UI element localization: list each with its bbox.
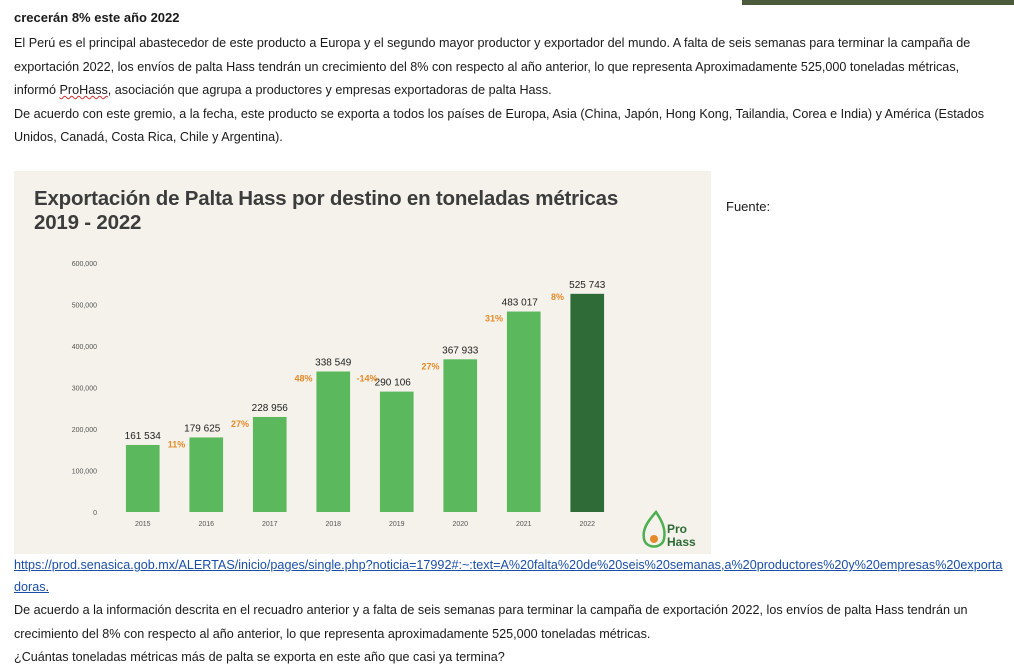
y-tick-label: 0 xyxy=(93,510,97,517)
y-tick-label: 100,000 xyxy=(72,469,97,476)
logo-text-hass: Hass xyxy=(667,535,696,549)
avocado-seed-icon xyxy=(650,535,658,543)
x-tick-label: 2021 xyxy=(516,521,532,528)
paragraph-2-text: De acuerdo a la información descrita en … xyxy=(14,603,968,641)
source-link-block: https://prod.senasica.gob.mx/ALERTAS/ini… xyxy=(14,554,1004,598)
paragraph-1-text-a: El Perú es el principal abastecedor de e… xyxy=(14,36,971,97)
bar-2015 xyxy=(125,444,160,512)
x-tick-label: 2017 xyxy=(262,521,278,528)
bar-2019 xyxy=(379,391,414,512)
article-paragraph-2: De acuerdo a la información descrita en … xyxy=(14,599,1004,670)
x-tick-label: 2019 xyxy=(389,521,405,528)
chart-title-line-1: Exportación de Palta Hass por destino en… xyxy=(34,187,619,210)
y-tick-label: 400,000 xyxy=(72,344,97,351)
logo-text-pro: Pro xyxy=(667,522,687,536)
prohass-logo: Pro Hass xyxy=(642,509,696,549)
bar-value-label: 338 549 xyxy=(315,358,352,369)
growth-label: 27% xyxy=(421,361,439,371)
x-tick-label: 2015 xyxy=(135,521,151,528)
y-tick-label: 500,000 xyxy=(72,303,97,310)
org-name-prohass: ProHass xyxy=(59,83,108,97)
bar-2021 xyxy=(506,311,541,512)
y-tick-label: 200,000 xyxy=(72,427,97,434)
bar-value-label: 290 106 xyxy=(375,378,412,389)
bar-2017 xyxy=(252,416,287,512)
avocado-logo-icon xyxy=(642,509,666,548)
bar-value-label: 367 933 xyxy=(442,345,479,356)
source-label: Fuente: xyxy=(726,199,771,214)
paragraph-1-text-b: , asociación que agrupa a productores y … xyxy=(107,83,552,97)
bar-value-label: 179 625 xyxy=(184,423,221,434)
question-text: ¿Cuántas toneladas métricas más de palta… xyxy=(14,650,505,664)
bar-value-label: 525 743 xyxy=(569,280,606,291)
source-link[interactable]: https://prod.senasica.gob.mx/ALERTAS/ini… xyxy=(14,558,1003,594)
growth-label: 31% xyxy=(485,314,503,324)
bar-value-label: 161 534 xyxy=(125,431,162,442)
growth-label: 8% xyxy=(551,292,564,302)
growth-label: 48% xyxy=(294,374,312,384)
bar-2018 xyxy=(316,371,351,512)
y-tick-label: 600,000 xyxy=(72,261,97,268)
paragraph-1-text-c: De acuerdo con este gremio, a la fecha, … xyxy=(14,106,985,145)
bar-value-label: 228 956 xyxy=(252,403,289,414)
article-paragraph-1: El Perú es el principal abastecedor de e… xyxy=(14,32,1004,150)
article-heading: crecerán 8% este año 2022 xyxy=(14,10,180,25)
bar-2020 xyxy=(443,359,478,512)
growth-label: -14% xyxy=(356,374,377,384)
chart-figure: Exportación de Palta Hass por destino en… xyxy=(14,171,711,554)
growth-label: 27% xyxy=(231,419,249,429)
bar-value-label: 483 017 xyxy=(502,298,539,309)
bar-2022 xyxy=(570,293,605,512)
y-axis: 0 100,000 200,000 300,000 400,000 500,000 600,… xyxy=(72,261,97,517)
x-tick-label: 2018 xyxy=(325,521,341,528)
chart-title-line-2: 2019 - 2022 xyxy=(34,211,142,234)
x-tick-label: 2020 xyxy=(452,521,468,528)
chart-title: Exportación de Palta Hass por destino en… xyxy=(34,187,618,235)
source-link-period: . xyxy=(45,580,50,594)
growth-label: 11% xyxy=(168,439,186,449)
y-tick-label: 300,000 xyxy=(72,386,97,393)
bar-chart: 0 100,000 200,000 300,000 400,000 500,000 600,… xyxy=(72,261,696,549)
header-photo-fragment xyxy=(742,0,1014,5)
x-tick-label: 2016 xyxy=(198,521,214,528)
x-tick-label: 2022 xyxy=(579,521,595,528)
bar-2016 xyxy=(189,437,224,512)
